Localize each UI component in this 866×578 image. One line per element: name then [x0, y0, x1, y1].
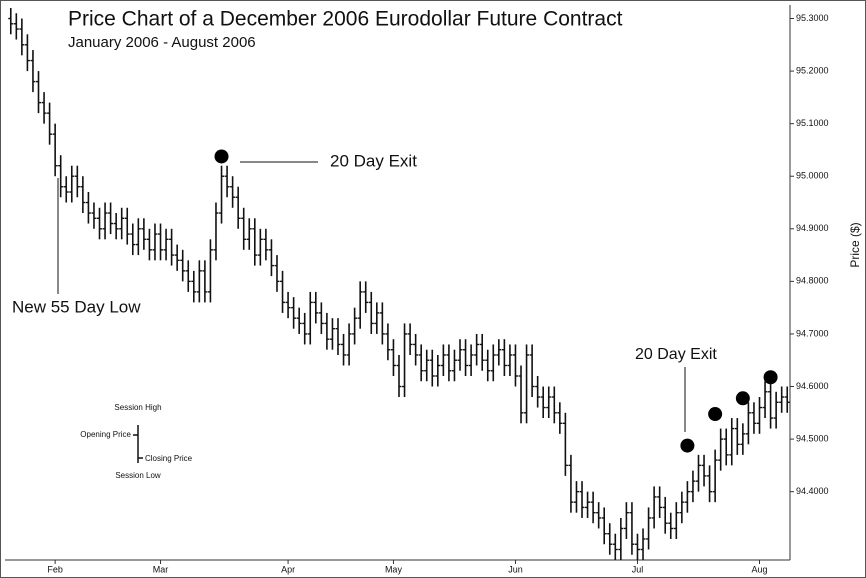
- x-tick-label: Mar: [153, 564, 169, 574]
- y-axis-label: Price ($): [848, 222, 862, 267]
- exit-marker: [214, 149, 229, 164]
- exit-marker: [763, 370, 778, 385]
- y-tick-label: 94.9000: [796, 223, 829, 233]
- x-tick-label: May: [385, 564, 403, 574]
- annotation: 20 Day Exit: [330, 151, 417, 170]
- y-tick-label: 94.7000: [796, 328, 829, 338]
- key-low: Session Low: [115, 471, 161, 480]
- x-tick-label: Jun: [508, 564, 523, 574]
- x-tick-label: Aug: [751, 564, 767, 574]
- key-open: Opening Price: [80, 430, 131, 439]
- chart-title: Price Chart of a December 2006 Eurodolla…: [68, 8, 623, 31]
- x-tick-label: Jul: [632, 564, 644, 574]
- x-tick-label: Feb: [47, 564, 63, 574]
- y-tick-label: 94.6000: [796, 381, 829, 391]
- y-tick-label: 95.0000: [796, 171, 829, 181]
- y-tick-label: 95.2000: [796, 65, 829, 75]
- y-tick-label: 94.5000: [796, 433, 829, 443]
- y-tick-label: 94.4000: [796, 486, 829, 496]
- chart-subtitle: January 2006 - August 2006: [68, 34, 256, 51]
- annotation: 20 Day Exit: [635, 346, 717, 363]
- exit-marker: [680, 438, 695, 453]
- annotation: New 55 Day Low: [12, 297, 141, 316]
- y-tick-label: 94.8000: [796, 276, 829, 286]
- y-tick-label: 95.1000: [796, 118, 829, 128]
- exit-marker: [735, 391, 750, 406]
- key-close: Closing Price: [145, 454, 193, 463]
- x-tick-label: Apr: [281, 564, 295, 574]
- key-diagram: Session High Opening Price Closing Price…: [80, 403, 192, 480]
- key-high: Session High: [114, 403, 161, 412]
- y-tick-label: 95.3000: [796, 13, 829, 23]
- exit-marker: [708, 407, 723, 422]
